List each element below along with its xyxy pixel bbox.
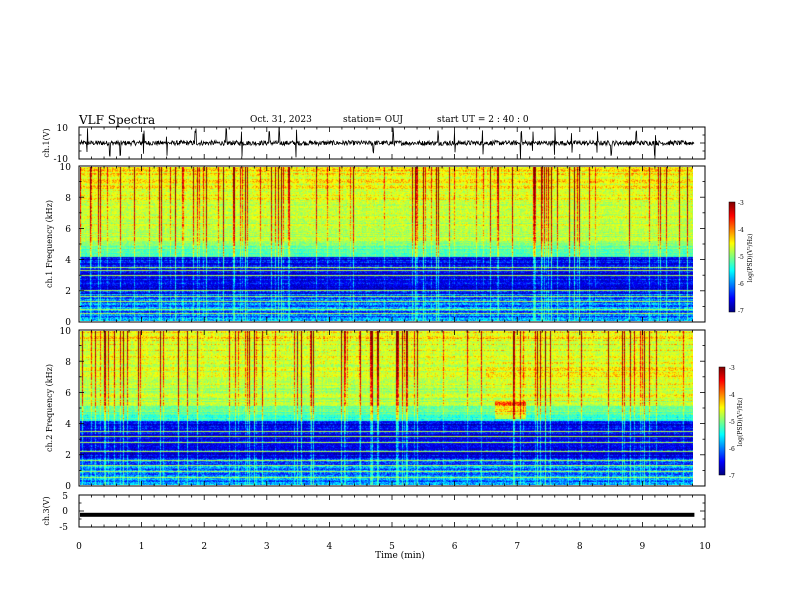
x-tick-label: 9: [640, 542, 646, 552]
spec1-ytick-label: 2: [65, 287, 71, 297]
cb1-tick-label: -6: [738, 281, 744, 288]
spec2-ytick-label: 6: [65, 389, 71, 399]
cb2-tick-label: -7: [729, 473, 735, 480]
ch3-ytick-label: 0: [62, 507, 68, 517]
start-time-label: start UT = 2 : 40 : 0: [437, 115, 529, 125]
ch2-spectrogram-image: [80, 331, 693, 485]
spec2-ytick-label: 10: [60, 327, 72, 337]
x-tick-label: 0: [76, 542, 82, 552]
cb2-tick-label: -4: [729, 392, 735, 399]
x-tick-label: 1: [139, 542, 145, 552]
ch1-waveform-trace: [79, 126, 695, 160]
x-tick-labels: 0 1 2 3 4 5 6 7 8 9 10: [76, 542, 711, 552]
spec2-ytick-label: 4: [65, 420, 71, 430]
spec2-ytick-label: 2: [65, 451, 71, 461]
spec2-ytick-label: 8: [65, 358, 71, 368]
axis-ticks: [78, 126, 706, 528]
x-tick-label: 5: [389, 542, 395, 552]
spec1-ytick-label: 0: [65, 318, 71, 328]
x-tick-label: 7: [514, 542, 520, 552]
figure-title: VLF Spectra: [79, 113, 156, 127]
cb2-tick-label: -3: [729, 365, 735, 372]
x-tick-label: 6: [452, 542, 458, 552]
cb1-label: log(PSD)(V²/Hz): [747, 234, 754, 283]
spec1-ytick-label: 8: [65, 194, 71, 204]
date-label: Oct. 31, 2023: [250, 115, 312, 125]
cb2-tick-label: -5: [729, 419, 735, 426]
x-tick-label: 2: [201, 542, 207, 552]
cb1-tick-label: -4: [738, 227, 744, 234]
x-tick-label: 3: [264, 542, 270, 552]
ch1-ytick-label: 10: [57, 124, 69, 134]
ch1-ylabel: ch.1(V): [42, 128, 51, 157]
x-axis-label: Time (min): [375, 550, 425, 561]
ch1-spectrogram-image: [80, 167, 693, 321]
ch1-colorbar: [728, 201, 736, 313]
cb2-label: log(PSD)(V²/Hz): [737, 398, 744, 447]
spec1-ytick-label: 4: [65, 256, 71, 266]
spec2-ytick-label: 0: [65, 482, 71, 492]
ch3-ytick-label: -5: [59, 523, 68, 533]
ch1-ytick-label: -10: [54, 155, 69, 165]
ch3-ytick-label: 5: [62, 492, 68, 502]
x-tick-label: 4: [327, 542, 333, 552]
ch3-ylabel: ch.3(V): [42, 496, 51, 525]
spec1-ylabel: ch.1 Frequency (kHz): [45, 200, 54, 288]
cb1-tick-label: -5: [738, 254, 744, 261]
ch3-waveform-trace: [80, 512, 695, 517]
spec2-ylabel: ch.2 Frequency (kHz): [45, 364, 54, 452]
cb1-tick-label: -7: [738, 308, 744, 315]
spec1-ytick-label: 10: [60, 163, 72, 173]
x-tick-label: 8: [577, 542, 583, 552]
x-tick-label: 10: [699, 542, 711, 552]
cb2-tick-label: -6: [729, 446, 735, 453]
spec1-ytick-label: 6: [65, 225, 71, 235]
cb1-tick-label: -3: [738, 200, 744, 207]
ch2-colorbar: [718, 366, 726, 476]
station-label: station= OUJ: [343, 115, 404, 125]
